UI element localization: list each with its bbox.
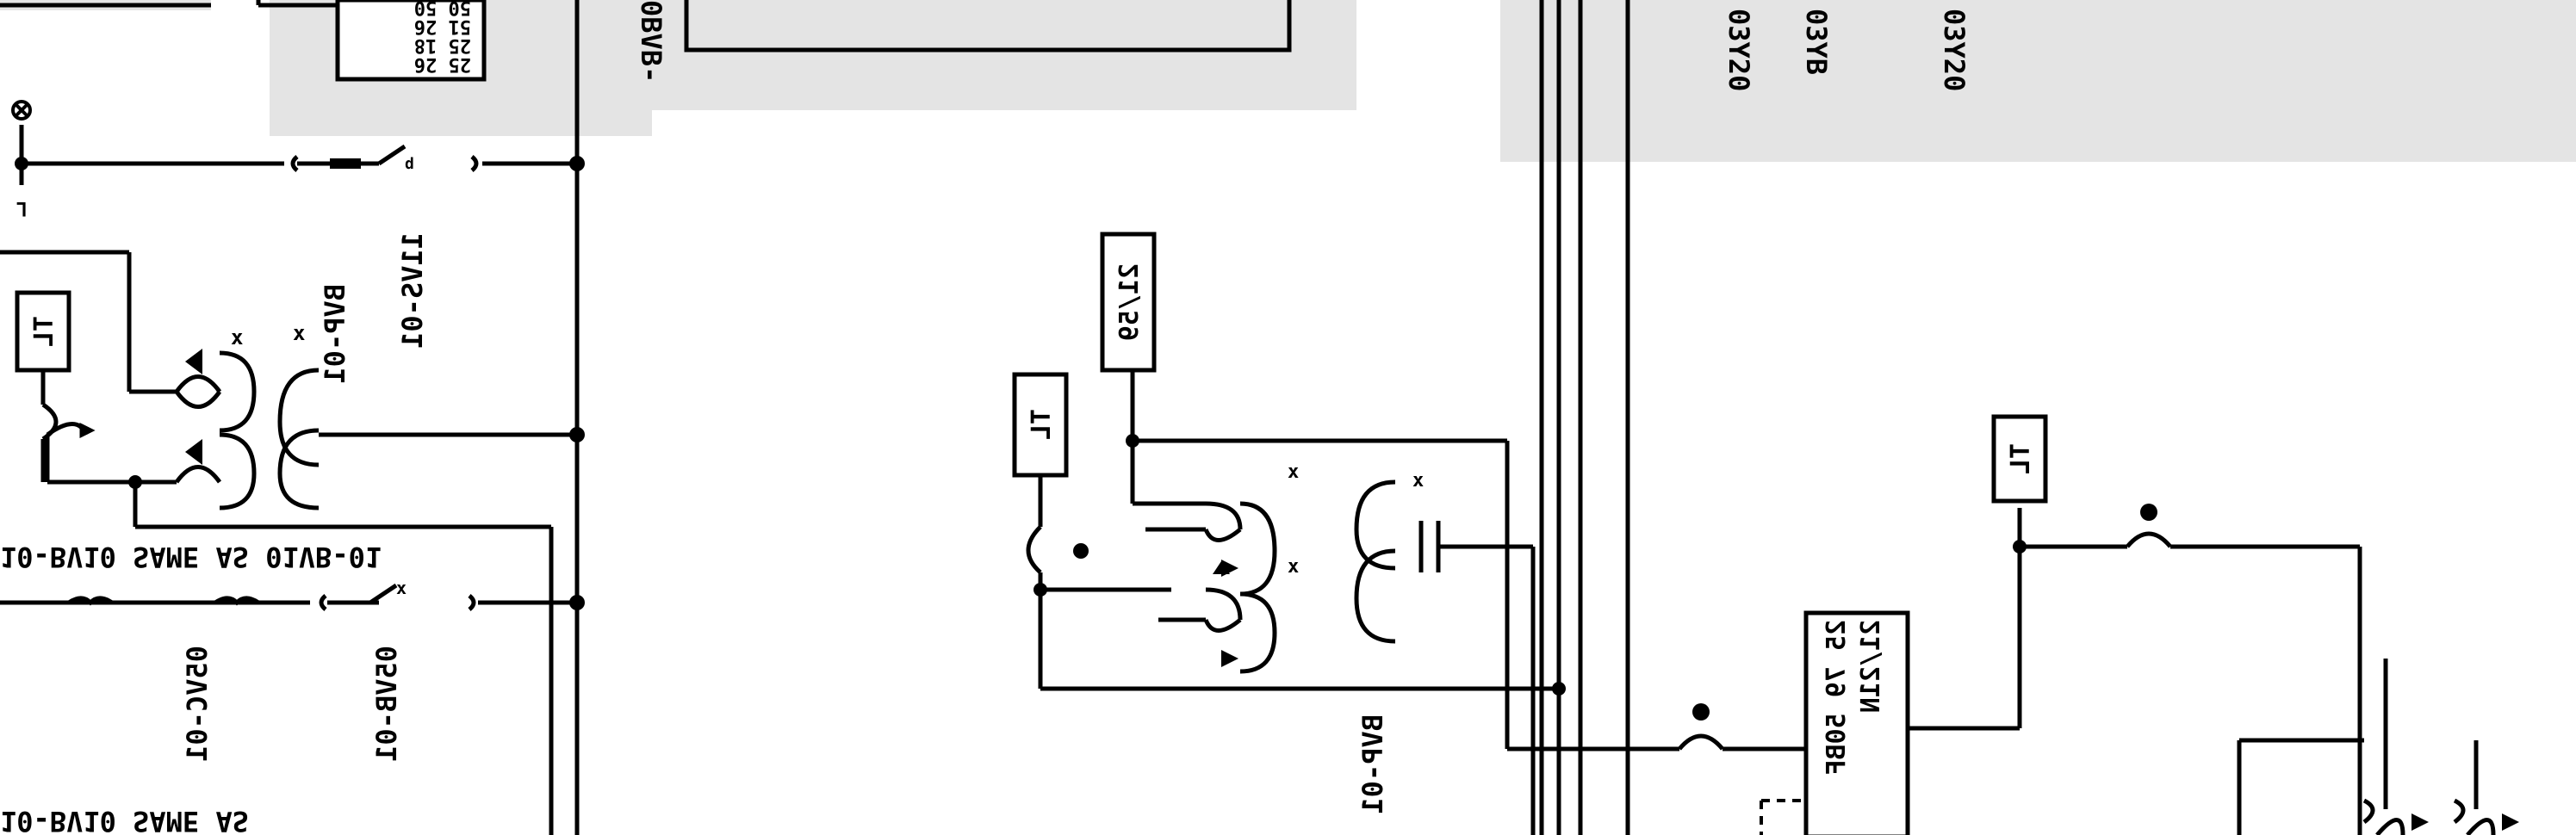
ct-mid-label: BVP-01: [1356, 714, 1389, 814]
breaker-label-1: 11VS-01: [396, 232, 429, 349]
svg-text:x: x: [1412, 470, 1424, 492]
svg-text:L: L: [16, 197, 28, 219]
panel-top-right: [1500, 0, 2576, 162]
relay-box-line1: 25 79 50BF: [1822, 620, 1852, 776]
top-box: [335, 0, 487, 82]
relay-tl-middle-label: TL: [1027, 409, 1057, 440]
top-box-text-1: 25 26: [414, 53, 471, 75]
relay-tl-right: [1991, 414, 2048, 504]
relay-box-line2: 21/21N: [1856, 620, 1886, 713]
relay-2159-label: 21/59: [1114, 263, 1145, 341]
breaker-label-3: 05VC-01: [181, 646, 214, 762]
ct-main-label: BVP-01: [319, 284, 351, 384]
relay-2159: [1100, 232, 1157, 373]
relay-tl-left-label: TL: [29, 316, 59, 347]
relay-box-main: [1803, 610, 1910, 835]
same-as-lower-label: 10-BV10 SAME AS: [0, 805, 249, 835]
top-center-box: [684, 0, 1292, 53]
top-right-label-1: 03Y20: [1723, 9, 1755, 91]
relay-tl-right-label: TL: [2006, 443, 2036, 474]
panel-top-center: [652, 0, 1356, 110]
breaker-top-label: 0BVB-: [635, 0, 667, 83]
same-as-upper-label: 10-BV10 SAME AS 01VB-01: [0, 541, 382, 573]
top-box-text-3: 51 26: [414, 15, 471, 37]
svg-text:x: x: [293, 321, 305, 345]
top-box-text-2: 25 18: [414, 34, 471, 56]
top-right-label-3: 03Y20: [1938, 9, 1971, 91]
top-right-label-2: 03YB: [1800, 9, 1833, 75]
svg-text:d: d: [405, 155, 414, 173]
svg-text:x: x: [1288, 556, 1299, 578]
svg-text:x: x: [396, 578, 407, 598]
top-box-text-4: 50 50: [414, 0, 471, 18]
svg-text:x: x: [231, 325, 243, 349]
svg-text:x: x: [1288, 461, 1299, 483]
breaker-label-2: 05VB-01: [370, 646, 403, 762]
